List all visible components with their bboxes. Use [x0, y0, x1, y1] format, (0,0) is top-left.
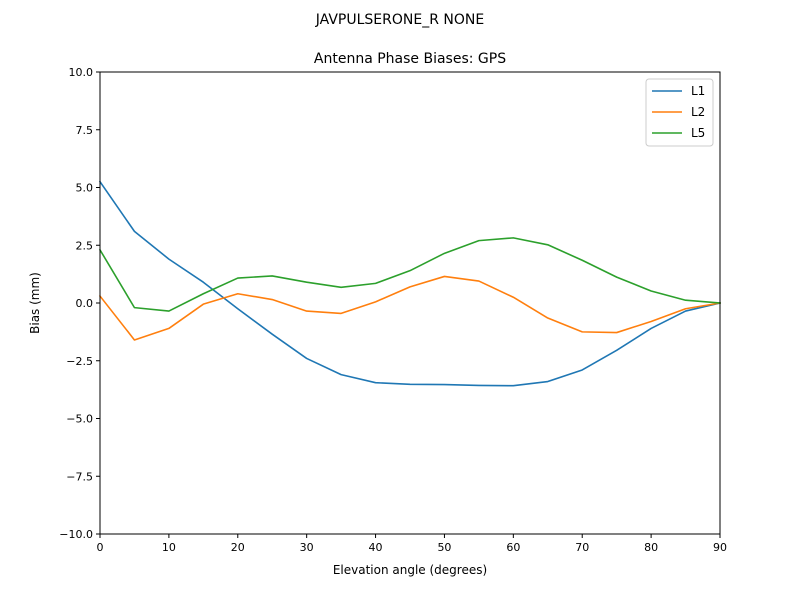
series-layer	[98, 180, 721, 387]
x-tick-label: 80	[644, 541, 658, 554]
x-tick-label: 90	[713, 541, 727, 554]
y-axis-label: Bias (mm)	[28, 272, 42, 334]
legend-label-l5: L5	[691, 126, 705, 140]
y-tick-label: −2.5	[66, 355, 93, 368]
figure-suptitle: JAVPULSERONE_R NONE	[315, 12, 484, 28]
x-tick-label: 60	[506, 541, 520, 554]
legend-label-l2: L2	[691, 105, 705, 119]
x-tick-label: 30	[300, 541, 314, 554]
y-tick-label: 0.0	[76, 297, 94, 310]
legend-label-l1: L1	[691, 84, 705, 98]
x-tick-label: 20	[231, 541, 245, 554]
y-tick-label: −10.0	[59, 528, 93, 541]
y-tick-label: −7.5	[66, 470, 93, 483]
x-tick-label: 50	[437, 541, 451, 554]
x-axis-ticks: 0 10 20 30 40 50 60 70 80 90	[97, 534, 727, 554]
legend: L1 L2 L5	[645, 78, 714, 147]
y-tick-label: 10.0	[69, 66, 94, 79]
y-tick-label: −5.0	[66, 413, 93, 426]
y-axis-ticks: −10.0 −7.5 −5.0 −2.5 0.0 2.5 5.0 7.5 10.0	[59, 66, 100, 541]
x-tick-label: 0	[97, 541, 104, 554]
series-line-l2	[98, 275, 721, 341]
series-line-l1	[98, 180, 721, 387]
series-line-l5	[98, 237, 721, 312]
x-axis-label: Elevation angle (degrees)	[333, 563, 487, 577]
plot-frame	[99, 71, 721, 535]
chart-title: Antenna Phase Biases: GPS	[314, 51, 506, 67]
y-tick-label: 5.0	[76, 182, 94, 195]
y-tick-label: 7.5	[76, 124, 94, 137]
x-tick-label: 10	[162, 541, 176, 554]
y-tick-label: 2.5	[76, 239, 94, 252]
x-tick-label: 40	[369, 541, 383, 554]
x-tick-label: 70	[575, 541, 589, 554]
